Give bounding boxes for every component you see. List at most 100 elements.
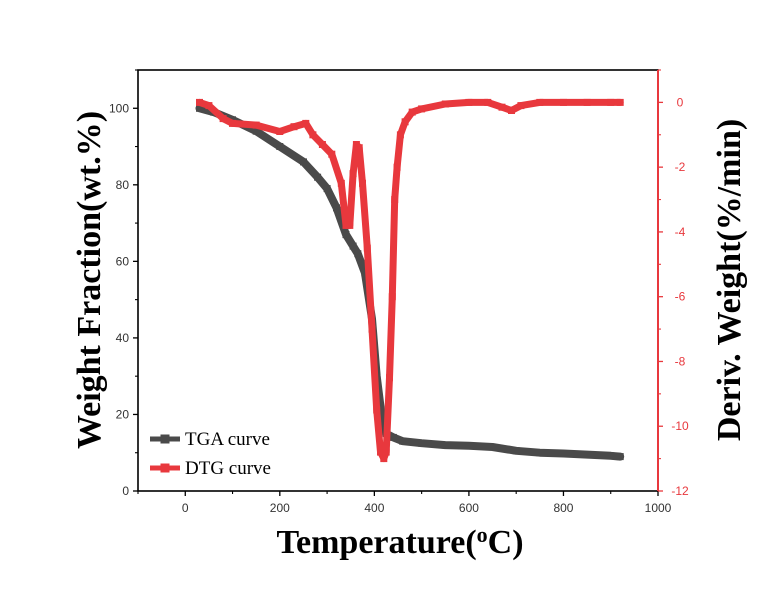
tga-curve-point xyxy=(536,449,544,457)
dtg-curve-point xyxy=(382,448,390,456)
legend-item-tga: TGA curve xyxy=(150,429,270,450)
right-y-tick-label: -6 xyxy=(675,290,686,304)
x-axis-title-unit-suffix: C) xyxy=(488,524,524,561)
tga-curve-point xyxy=(465,442,473,450)
dtg-curve-point xyxy=(386,374,393,382)
dtg-curve-point xyxy=(373,406,381,414)
tga-curve-point xyxy=(607,452,615,460)
tga-curve-point xyxy=(418,439,426,447)
left-y-axis-ticks: 0 20 40 60 80 100 xyxy=(109,69,138,498)
tga-curve-point xyxy=(252,127,260,135)
tga-curve-point xyxy=(323,185,331,193)
x-axis-title-unit-superscript: o xyxy=(477,522,488,547)
x-tick-label: 800 xyxy=(553,501,573,515)
dtg-curve-point xyxy=(536,98,544,106)
dtg-curve-point xyxy=(498,103,506,111)
dtg-curve-point xyxy=(318,141,326,148)
dtg-curve-point xyxy=(363,244,371,252)
dtg-curve-point xyxy=(355,144,363,152)
right-y-tick-label: -4 xyxy=(675,225,686,239)
x-tick-label: 600 xyxy=(459,501,479,515)
dtg-curve-point xyxy=(359,179,366,187)
tga-curve-point xyxy=(512,447,520,455)
dtg-curve-point xyxy=(401,118,409,126)
right-y-tick-label: 0 xyxy=(677,95,684,109)
dtg-curve-point xyxy=(408,108,416,116)
dtg-curve-point xyxy=(309,131,317,139)
dtg-curve-point xyxy=(484,98,492,106)
left-y-tick-label: 80 xyxy=(116,178,130,192)
dtg-curve-point xyxy=(583,98,591,106)
right-y-axis-ticks: 0 -2 -4 -6 -8 -10 -12 xyxy=(658,69,689,498)
right-y-tick-label: -2 xyxy=(675,160,686,174)
dtg-curve-point xyxy=(229,119,236,127)
dtg-curve-point xyxy=(441,100,449,108)
x-axis-title: Temperature(oC) xyxy=(276,522,523,561)
tga-curve-point xyxy=(342,231,350,239)
legend-marker-dtg xyxy=(160,463,170,473)
dtg-curve-point xyxy=(396,131,404,139)
left-y-tick-label: 100 xyxy=(109,101,129,115)
dtg-curve-point xyxy=(328,150,336,158)
legend-item-dtg: DTG curve xyxy=(150,458,271,479)
x-axis-title-main: Temperature xyxy=(276,524,465,561)
tga-curve-point xyxy=(616,453,624,461)
dtg-curve-point xyxy=(393,163,401,171)
x-tick-label: 400 xyxy=(364,501,384,515)
dtg-curve-point xyxy=(388,293,396,301)
x-tick-label: 0 xyxy=(182,501,189,515)
tga-curve-point xyxy=(354,250,362,258)
tga-curve-point xyxy=(349,242,357,250)
tga-curve-point xyxy=(389,433,397,441)
tga-curve-point xyxy=(378,411,385,418)
dtg-curve-point xyxy=(252,121,260,129)
tga-curve-point xyxy=(489,443,496,451)
left-y-tick-label: 20 xyxy=(116,407,130,421)
tga-curve-point xyxy=(300,158,307,166)
legend-marker-tga xyxy=(160,434,170,444)
dtg-curve-point xyxy=(607,98,615,106)
tga-curve-point xyxy=(196,104,203,112)
left-y-tick-label: 60 xyxy=(116,254,130,268)
dtg-curve-point xyxy=(508,107,515,114)
tga-curve-point xyxy=(314,173,322,181)
legend-label-dtg: DTG curve xyxy=(185,458,271,479)
tga-curve-line xyxy=(195,104,625,461)
legend-label-tga: TGA curve xyxy=(185,429,270,450)
dtg-curve-point xyxy=(380,455,388,463)
dtg-curve-line xyxy=(196,98,624,463)
tga-curve-point xyxy=(276,143,284,150)
dtg-curve-point xyxy=(560,98,567,106)
dtg-curve-point xyxy=(276,128,284,135)
dtg-curve-point xyxy=(368,325,376,333)
dtg-curve-point xyxy=(418,105,426,113)
tga-curve-point xyxy=(361,269,369,277)
left-y-tick-label: 0 xyxy=(122,484,129,498)
tga-curve-point xyxy=(583,451,591,459)
right-y-axis-title: Deriv. Weight(%/min) xyxy=(711,119,748,441)
dtg-curve-point xyxy=(349,170,357,178)
tga-curve-point xyxy=(333,204,340,212)
right-y-tick-label: -8 xyxy=(675,354,686,368)
x-tick-label: 1000 xyxy=(645,501,672,515)
x-axis-ticks: 0 200 400 600 800 1000 xyxy=(137,491,672,515)
dtg-curve-point xyxy=(377,448,384,456)
x-tick-label: 200 xyxy=(270,501,290,515)
x-axis-title-unit-prefix: ( xyxy=(465,524,476,561)
dtg-curve-point xyxy=(205,102,213,110)
left-y-axis-title: Weight Fraction(wt.%) xyxy=(71,111,108,449)
dtg-curve-point xyxy=(196,98,203,106)
dtg-curve-point xyxy=(465,98,473,106)
tga-curve-point xyxy=(560,450,567,457)
dtg-curve-point xyxy=(337,179,345,187)
right-y-tick-label: -10 xyxy=(671,419,689,433)
tga-curve-point xyxy=(399,437,407,445)
series-layer xyxy=(195,98,625,463)
tga-curve-point xyxy=(441,441,449,449)
dtg-curve-point xyxy=(616,98,624,106)
left-y-tick-label: 40 xyxy=(116,331,130,345)
dtg-curve-point xyxy=(346,221,354,229)
dtg-curve-point xyxy=(290,123,298,131)
dtg-curve-point xyxy=(219,115,227,123)
